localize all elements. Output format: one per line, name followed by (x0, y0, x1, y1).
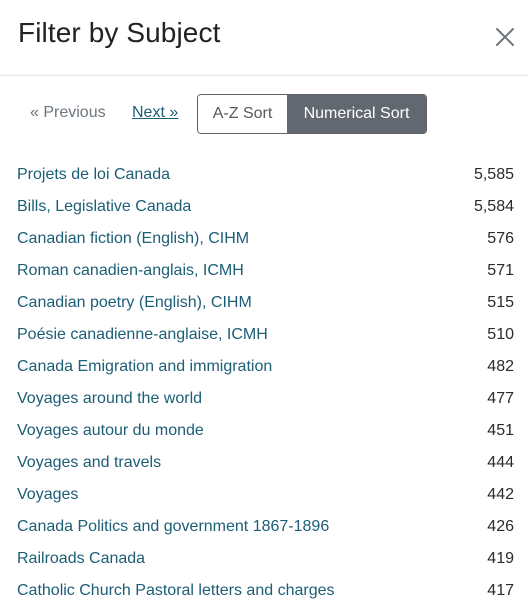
list-item: Canadian poetry (English), CIHM 515 (0, 288, 528, 320)
subject-count: 482 (487, 358, 514, 375)
list-item: Voyages 442 (0, 480, 528, 512)
subject-count: 576 (487, 230, 514, 247)
subject-link[interactable]: Railroads Canada (17, 550, 146, 567)
subject-link[interactable]: Voyages (17, 486, 79, 503)
list-item: Bills, Legislative Canada 5,584 (0, 192, 528, 224)
subject-link[interactable]: Voyages autour du monde (17, 422, 204, 439)
modal-header: Filter by Subject (0, 0, 528, 76)
list-item: Projets de loi Canada 5,585 (0, 160, 528, 192)
subject-list: Projets de loi Canada 5,585 Bills, Legisl… (0, 160, 528, 608)
subject-link[interactable]: Canada Emigration and immigration (17, 358, 273, 375)
subject-count: 444 (487, 454, 514, 471)
list-item: Voyages autour du monde 451 (0, 416, 528, 448)
subject-link[interactable]: Projets de loi Canada (17, 166, 170, 183)
subject-link[interactable]: Voyages around the world (17, 390, 203, 407)
subject-link[interactable]: Roman canadien-anglais, ICMH (17, 262, 244, 279)
subject-link[interactable]: Canadian poetry (English), CIHM (17, 294, 252, 311)
list-item: Railroads Canada 419 (0, 544, 528, 576)
subject-link[interactable]: Canadian fiction (English), CIHM (17, 230, 250, 247)
subject-link[interactable]: Bills, Legislative Canada (17, 198, 192, 215)
sort-toggle-group: A-Z Sort Numerical Sort (197, 94, 427, 134)
subject-count: 5,585 (473, 166, 514, 183)
modal-title: Filter by Subject (18, 17, 221, 48)
subject-count: 5,584 (473, 198, 514, 215)
list-item: Voyages around the world 477 (0, 384, 528, 416)
list-item: Canadian fiction (English), CIHM 576 (0, 224, 528, 256)
subject-count: 515 (487, 294, 514, 311)
subject-link[interactable]: Canada Politics and government 1867-1896 (17, 518, 330, 535)
pagination-bar: « Previous Next » A-Z Sort Numerical Sor… (0, 94, 528, 134)
subject-count: 419 (487, 550, 514, 567)
subject-count: 571 (487, 262, 514, 279)
list-item: Canada Politics and government 1867-1896… (0, 512, 528, 544)
previous-link: « Previous (30, 104, 106, 121)
az-sort-button[interactable]: A-Z Sort (198, 95, 287, 133)
subject-count: 510 (487, 326, 514, 343)
subject-count: 442 (487, 486, 514, 503)
numerical-sort-button[interactable]: Numerical Sort (287, 95, 426, 133)
list-item: Poésie canadienne-anglaise, ICMH 510 (0, 320, 528, 352)
close-icon (496, 28, 514, 46)
subject-link[interactable]: Voyages and travels (17, 454, 162, 471)
list-item: Catholic Church Pastoral letters and cha… (0, 576, 528, 608)
subject-count: 477 (487, 390, 514, 407)
list-item: Canada Emigration and immigration 482 (0, 352, 528, 384)
subject-count: 451 (487, 422, 514, 439)
list-item: Voyages and travels 444 (0, 448, 528, 480)
subject-count: 417 (487, 582, 514, 599)
subject-link[interactable]: Poésie canadienne-anglaise, ICMH (17, 326, 268, 343)
list-item: Roman canadien-anglais, ICMH 571 (0, 256, 528, 288)
subject-link[interactable]: Catholic Church Pastoral letters and cha… (17, 582, 335, 599)
subject-count: 426 (487, 518, 514, 535)
next-link[interactable]: Next » (132, 104, 179, 121)
close-button[interactable] (490, 22, 520, 52)
